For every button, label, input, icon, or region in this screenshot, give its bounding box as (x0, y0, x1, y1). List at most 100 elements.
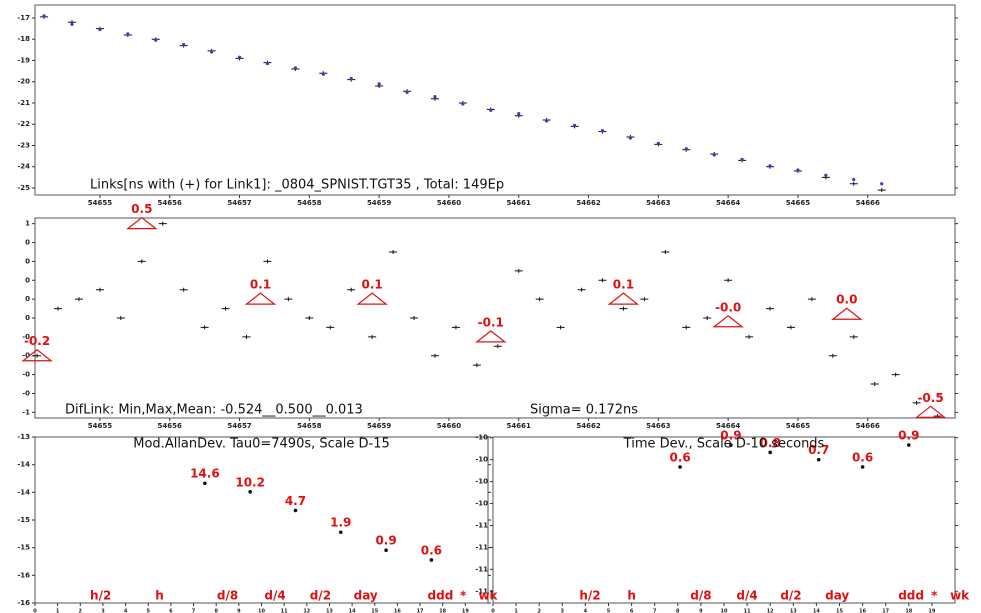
data-point (729, 443, 733, 447)
x-tick-label: 54662 (576, 422, 600, 430)
data-point (517, 112, 521, 116)
x-tick-label: 1 (514, 609, 518, 613)
data-point (849, 334, 858, 339)
y-tick-label: -17 (17, 14, 30, 22)
x-tick-label: 54657 (227, 422, 251, 430)
x-tick-label: 54659 (367, 199, 391, 207)
annotation: Sigma= 0.172ns (530, 403, 638, 418)
data-label: 0.9 (898, 429, 919, 443)
y-tick-label: -16 (17, 571, 30, 579)
data-point (200, 325, 209, 330)
peak-marker (126, 216, 158, 230)
x-tick-label: 8 (676, 609, 680, 613)
x-tick-label: 4 (124, 609, 128, 613)
tau-marker: h (627, 589, 636, 603)
y-tick-label: -21 (17, 99, 30, 107)
tau-marker: wk (950, 589, 970, 603)
data-label: 0.8 (760, 436, 781, 450)
y-tick-label: -10 (475, 478, 488, 486)
data-point (870, 382, 879, 387)
data-point (824, 173, 828, 177)
y-tick-label: 0 (25, 276, 30, 284)
x-tick-label: 54665 (786, 199, 810, 207)
tau-marker: day (825, 589, 849, 603)
peak-label: 0.1 (362, 278, 383, 292)
peak-label: 0.5 (131, 202, 152, 216)
data-point (514, 268, 523, 273)
x-tick-label: 54664 (716, 422, 740, 430)
data-label: 4.7 (285, 494, 306, 508)
y-tick-label: -10 (475, 500, 488, 508)
tau-marker: d/8 (690, 589, 711, 603)
x-tick-label: 10 (721, 609, 728, 613)
y-tick-label: -11 (475, 587, 488, 595)
data-point (126, 32, 130, 36)
x-tick-label: 14 (813, 609, 820, 613)
x-tick-label: 15 (371, 609, 378, 613)
data-point (852, 177, 856, 182)
data-point (493, 344, 502, 349)
data-point (433, 94, 437, 99)
x-tick-label: 2 (537, 609, 541, 613)
peak-label: 0.1 (613, 278, 634, 292)
data-point (628, 136, 633, 140)
panel-title: Links[ns with (+) for Link1]: _0804_SPNI… (90, 178, 504, 193)
peak-marker (712, 315, 744, 328)
x-tick-label: 16 (859, 609, 866, 613)
data-point (849, 181, 858, 186)
x-tick-label: 13 (790, 609, 797, 613)
x-tick-label: 0 (33, 609, 37, 613)
data-point (740, 157, 744, 161)
data-point (656, 141, 660, 145)
data-point (745, 334, 754, 339)
data-point (33, 353, 42, 358)
data-point (640, 297, 649, 302)
tau-marker: h/2 (90, 589, 111, 603)
data-point (293, 508, 298, 513)
data-label: 1.9 (330, 516, 351, 530)
x-tick-label: 4 (584, 609, 588, 613)
peak-marker (356, 292, 388, 305)
data-point (237, 55, 242, 59)
data-point (577, 287, 586, 292)
data-point (377, 82, 381, 86)
tau-marker: h/2 (579, 589, 600, 603)
y-tick-label: -0 (22, 352, 30, 360)
data-point (535, 297, 544, 302)
tau-marker: day (354, 589, 378, 603)
data-point (221, 306, 230, 311)
x-tick-label: 11 (281, 609, 288, 613)
data-point (807, 297, 816, 302)
y-tick-label: -22 (17, 120, 30, 128)
data-label: 0.9 (720, 429, 741, 443)
x-tick-label: 14 (349, 609, 356, 613)
data-label: 0.6 (669, 450, 690, 464)
tau-marker: d/4 (264, 589, 285, 603)
y-tick-label: -0 (22, 371, 30, 379)
x-tick-label: 15 (836, 609, 843, 613)
tau-marker: * (460, 589, 467, 603)
data-point (154, 38, 158, 42)
data-point (389, 249, 398, 254)
data-point (284, 297, 293, 302)
x-tick-label: 19 (462, 609, 469, 613)
data-point (210, 50, 214, 54)
y-tick-label: -10 (475, 456, 488, 464)
panel-title: Time Dev., Scale D-10 seconds (623, 437, 825, 452)
x-tick-label: 54664 (716, 199, 740, 207)
data-point (880, 182, 884, 186)
y-tick-label: -19 (17, 56, 30, 64)
x-tick-label: 54655 (88, 422, 112, 430)
data-label: 0.6 (421, 543, 442, 557)
tau-marker: * (931, 589, 938, 603)
x-tick-label: 13 (326, 609, 333, 613)
x-tick-label: 54656 (158, 199, 182, 207)
x-tick-label: 54661 (507, 199, 531, 207)
x-tick-label: 54657 (227, 199, 251, 207)
data-label: 14.6 (190, 467, 220, 481)
data-point (661, 249, 670, 254)
data-point (70, 22, 74, 26)
data-label: 0.7 (808, 443, 829, 457)
peak-marker (21, 348, 53, 362)
